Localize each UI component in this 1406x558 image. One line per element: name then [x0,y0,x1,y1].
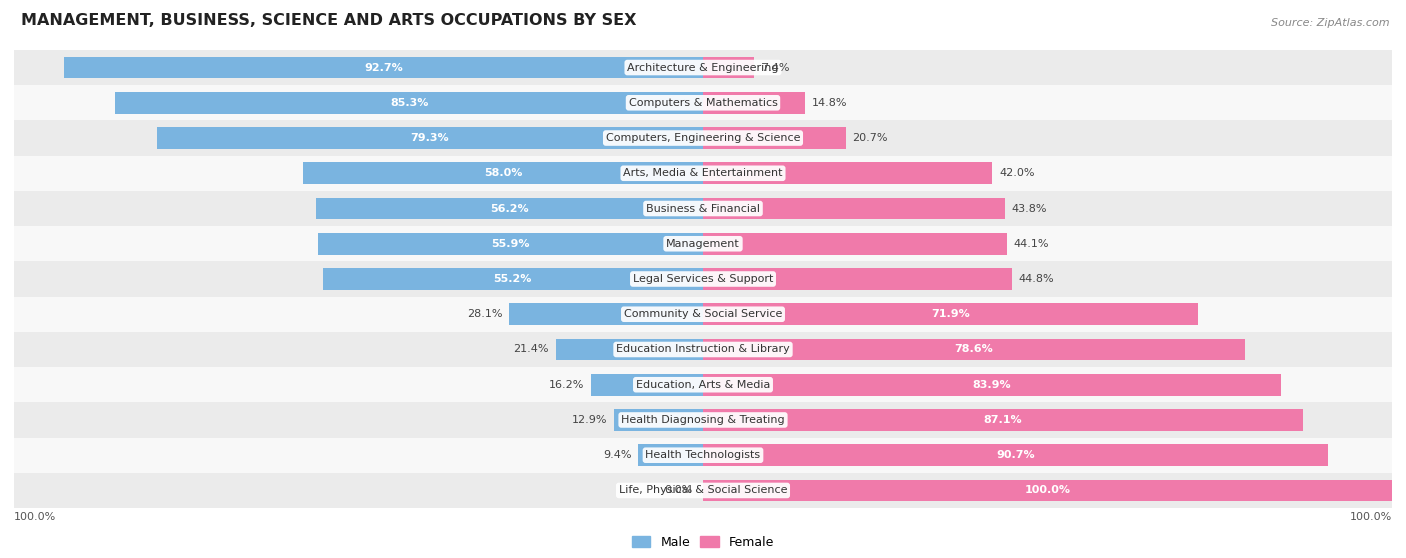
Text: 56.2%: 56.2% [491,204,529,214]
Bar [14,332,1392,367]
Text: 44.1%: 44.1% [1014,239,1049,249]
Text: Life, Physical & Social Science: Life, Physical & Social Science [619,485,787,496]
Bar [703,268,1012,290]
Bar [703,162,993,184]
Text: 42.0%: 42.0% [1000,169,1035,178]
Text: 16.2%: 16.2% [550,380,585,389]
Text: Legal Services & Support: Legal Services & Support [633,274,773,284]
Text: 79.3%: 79.3% [411,133,449,143]
Bar [703,127,845,149]
Text: Education Instruction & Library: Education Instruction & Library [616,344,790,354]
Text: 78.6%: 78.6% [955,344,993,354]
Text: 92.7%: 92.7% [364,62,404,73]
Text: Source: ZipAtlas.com: Source: ZipAtlas.com [1271,18,1389,28]
Text: Architecture & Engineering: Architecture & Engineering [627,62,779,73]
Text: 90.7%: 90.7% [995,450,1035,460]
Text: 0.0%: 0.0% [665,485,693,496]
Bar [14,297,1392,332]
Bar [115,92,703,114]
Bar [14,261,1392,297]
Text: Education, Arts & Media: Education, Arts & Media [636,380,770,389]
Bar [156,127,703,149]
Text: 7.4%: 7.4% [761,62,789,73]
Text: 55.2%: 55.2% [494,274,531,284]
Text: 21.4%: 21.4% [513,344,548,354]
Bar [304,162,703,184]
Bar [65,56,703,79]
Bar [14,367,1392,402]
Text: Business & Financial: Business & Financial [645,204,761,214]
Text: 12.9%: 12.9% [572,415,607,425]
Text: 71.9%: 71.9% [931,309,970,319]
Text: 100.0%: 100.0% [1025,485,1070,496]
Bar [703,409,1303,431]
Text: 14.8%: 14.8% [811,98,848,108]
Bar [14,121,1392,156]
Bar [14,473,1392,508]
Bar [703,56,754,79]
Bar [703,374,1281,396]
Legend: Male, Female: Male, Female [627,531,779,554]
Bar [638,444,703,466]
Text: 20.7%: 20.7% [852,133,889,143]
Text: 85.3%: 85.3% [389,98,429,108]
Text: 58.0%: 58.0% [484,169,523,178]
Text: 9.4%: 9.4% [603,450,631,460]
Text: 100.0%: 100.0% [1350,512,1392,522]
Bar [703,339,1244,360]
Text: 100.0%: 100.0% [14,512,56,522]
Bar [703,479,1392,502]
Bar [703,233,1007,254]
Text: Arts, Media & Entertainment: Arts, Media & Entertainment [623,169,783,178]
Text: Computers & Mathematics: Computers & Mathematics [628,98,778,108]
Bar [703,304,1198,325]
Text: 43.8%: 43.8% [1012,204,1047,214]
Bar [703,198,1005,219]
Text: Management: Management [666,239,740,249]
Bar [318,233,703,254]
Bar [14,85,1392,121]
Text: Health Technologists: Health Technologists [645,450,761,460]
Bar [592,374,703,396]
Bar [14,437,1392,473]
Bar [14,402,1392,437]
Bar [703,92,806,114]
Bar [14,226,1392,261]
Bar [14,156,1392,191]
Text: 28.1%: 28.1% [467,309,502,319]
Text: 83.9%: 83.9% [973,380,1011,389]
Text: Health Diagnosing & Treating: Health Diagnosing & Treating [621,415,785,425]
Bar [614,409,703,431]
Text: 44.8%: 44.8% [1018,274,1054,284]
Bar [14,191,1392,226]
Bar [323,268,703,290]
Text: 87.1%: 87.1% [984,415,1022,425]
Bar [14,50,1392,85]
Text: MANAGEMENT, BUSINESS, SCIENCE AND ARTS OCCUPATIONS BY SEX: MANAGEMENT, BUSINESS, SCIENCE AND ARTS O… [21,13,637,28]
Bar [509,304,703,325]
Bar [703,444,1327,466]
Text: 55.9%: 55.9% [491,239,530,249]
Text: Community & Social Service: Community & Social Service [624,309,782,319]
Text: Computers, Engineering & Science: Computers, Engineering & Science [606,133,800,143]
Bar [555,339,703,360]
Bar [316,198,703,219]
